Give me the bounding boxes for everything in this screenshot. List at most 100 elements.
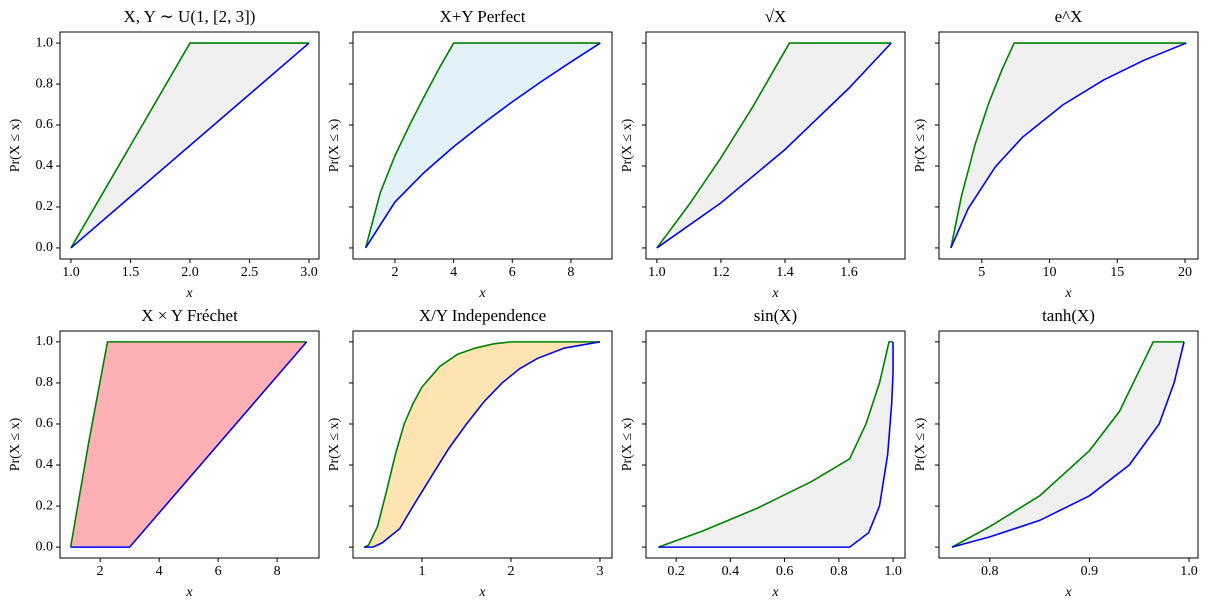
axes-frame bbox=[938, 330, 1199, 559]
x-tick-label: 3 bbox=[596, 564, 603, 579]
x-tick-label: 5 bbox=[978, 265, 985, 280]
y-axis-label: Pr(X ≤ x) bbox=[8, 417, 23, 471]
x-tick-label: 1.0 bbox=[884, 564, 902, 579]
y-tick-label: 0.2 bbox=[36, 199, 54, 214]
x-tick-label: 6 bbox=[215, 564, 222, 579]
x-tick-label: 1 bbox=[418, 564, 425, 579]
y-axis-label: Pr(X ≤ x) bbox=[327, 417, 342, 471]
cdf-line bbox=[951, 341, 1185, 548]
x-tick-label: 0.2 bbox=[667, 564, 685, 579]
x-tick-label: 2.5 bbox=[241, 265, 259, 280]
x-tick-label: 4 bbox=[156, 564, 163, 579]
cdf-line bbox=[658, 341, 894, 548]
x-tick-label: 3.0 bbox=[300, 265, 318, 280]
x-tick-label: 2 bbox=[391, 265, 398, 280]
x-axis-label: x bbox=[771, 286, 779, 301]
x-tick-label: 2 bbox=[507, 564, 514, 579]
fill-between bbox=[70, 341, 307, 548]
cdf-line bbox=[70, 42, 310, 249]
x-tick-label: 2.0 bbox=[181, 265, 199, 280]
subplot: 0.8 0.9 1.0 tanh(X) x Pr(X ≤ x) bbox=[913, 306, 1199, 600]
y-tick-label: 1.0 bbox=[36, 334, 54, 349]
y-tick-label: 0.8 bbox=[36, 76, 54, 91]
subplot: 2 4 6 8 X+Y Perfect x Pr(X ≤ x) bbox=[327, 7, 613, 301]
chart-title: tanh(X) bbox=[1042, 306, 1095, 325]
axes-frame bbox=[352, 330, 613, 559]
axes-frame bbox=[352, 31, 613, 260]
y-tick-label: 0.8 bbox=[36, 375, 54, 390]
x-axis-label: x bbox=[1064, 286, 1072, 301]
cdf-line bbox=[950, 42, 1187, 249]
x-tick-label: 1.4 bbox=[776, 265, 794, 280]
subplot: 2 4 6 8 0.0 0.2 0.4 0.6 0.8 1.0 X × Y Fréchet x Pr(X… bbox=[8, 306, 320, 600]
cdf-line bbox=[951, 341, 1185, 548]
x-tick-label: 0.9 bbox=[1081, 564, 1099, 579]
y-tick-label: 0.0 bbox=[36, 539, 54, 554]
axes-frame bbox=[59, 330, 320, 559]
x-tick-label: 0.8 bbox=[981, 564, 999, 579]
subplot: 1 2 3 X/Y Independence x Pr(X ≤ x) bbox=[327, 306, 613, 600]
x-tick-label: 1.2 bbox=[712, 265, 730, 280]
x-tick-label: 1.6 bbox=[840, 265, 858, 280]
fill-between bbox=[364, 341, 600, 548]
axes-frame bbox=[645, 31, 906, 260]
fill-between bbox=[658, 341, 894, 548]
chart-title: X × Y Fréchet bbox=[141, 306, 238, 325]
cdf-line bbox=[69, 341, 307, 548]
x-tick-label: 1.0 bbox=[1180, 564, 1198, 579]
subplot: 0.2 0.4 0.6 0.8 1.0 sin(X) x Pr(X ≤ x) bbox=[620, 306, 906, 600]
cdf-line bbox=[950, 42, 1187, 249]
cdf-line bbox=[364, 42, 601, 249]
y-tick-label: 1.0 bbox=[36, 35, 54, 50]
cdf-line bbox=[656, 42, 892, 249]
x-tick-label: 1.0 bbox=[648, 265, 666, 280]
y-axis-label: Pr(X ≤ x) bbox=[8, 118, 23, 172]
y-tick-label: 0.4 bbox=[36, 158, 54, 173]
y-tick-label: 0.6 bbox=[36, 117, 54, 132]
cdf-line bbox=[364, 42, 601, 249]
y-axis-label: Pr(X ≤ x) bbox=[327, 118, 342, 172]
fill-between bbox=[951, 341, 1185, 548]
y-axis-label: Pr(X ≤ x) bbox=[620, 417, 635, 471]
y-axis-label: Pr(X ≤ x) bbox=[913, 417, 928, 471]
y-tick-label: 0.0 bbox=[36, 240, 54, 255]
chart-title: e^X bbox=[1055, 7, 1083, 26]
subplot: 1.0 1.5 2.0 2.5 3.0 0.0 0.2 0.4 0.6 0.8 1.0 X, Y ∼ … bbox=[8, 7, 320, 301]
axes-frame bbox=[938, 31, 1199, 260]
x-tick-label: 20 bbox=[1178, 265, 1192, 280]
x-tick-label: 8 bbox=[567, 265, 574, 280]
x-tick-label: 4 bbox=[450, 265, 457, 280]
x-tick-label: 8 bbox=[274, 564, 281, 579]
chart-title: sin(X) bbox=[754, 306, 797, 325]
x-tick-label: 10 bbox=[1043, 265, 1057, 280]
x-axis-label: x bbox=[478, 286, 486, 301]
x-tick-label: 15 bbox=[1110, 265, 1124, 280]
x-axis-label: x bbox=[771, 585, 779, 600]
y-tick-label: 0.6 bbox=[36, 416, 54, 431]
x-axis-label: x bbox=[478, 585, 486, 600]
x-tick-label: 1.0 bbox=[62, 265, 80, 280]
fill-between bbox=[656, 43, 892, 248]
x-tick-label: 1.5 bbox=[122, 265, 140, 280]
cdf-line bbox=[363, 341, 600, 548]
cdf-line bbox=[656, 42, 892, 249]
y-tick-label: 0.4 bbox=[36, 457, 54, 472]
cdf-line bbox=[70, 341, 308, 548]
x-tick-label: 0.4 bbox=[722, 564, 740, 579]
x-tick-label: 0.6 bbox=[776, 564, 794, 579]
cdf-line bbox=[70, 42, 310, 249]
chart-title: X+Y Perfect bbox=[440, 7, 526, 26]
cdf-line bbox=[658, 341, 894, 548]
subplot: 5 10 15 20 e^X x Pr(X ≤ x) bbox=[913, 7, 1199, 301]
chart-title: X/Y Independence bbox=[419, 306, 546, 325]
cdf-line bbox=[364, 341, 601, 548]
y-tick-label: 0.2 bbox=[36, 498, 54, 513]
fill-between bbox=[365, 43, 601, 248]
x-axis-label: x bbox=[185, 286, 193, 301]
x-tick-label: 2 bbox=[97, 564, 104, 579]
x-axis-label: x bbox=[185, 585, 193, 600]
chart-title: √X bbox=[765, 7, 787, 26]
chart-title: X, Y ∼ U(1, [2, 3]) bbox=[124, 7, 256, 26]
x-tick-label: 6 bbox=[509, 265, 516, 280]
